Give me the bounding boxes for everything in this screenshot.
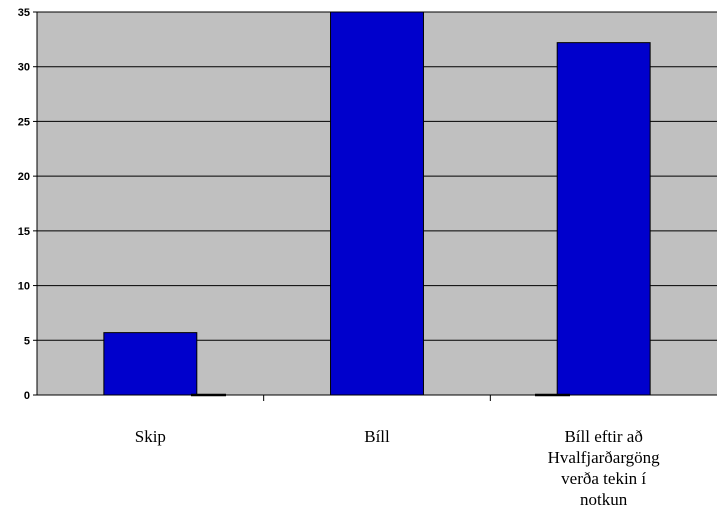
y-tick-label: 5 (24, 335, 30, 347)
y-axis-ticks: 0 5 10 15 20 25 30 35 (18, 7, 37, 402)
x-tick-label: Bíll (364, 427, 390, 446)
x-tick-label: verða tekin í (561, 469, 646, 488)
y-tick-label: 15 (18, 226, 30, 238)
x-tick-label: Hvalfjarðargöng (548, 448, 661, 467)
y-tick-label: 0 (24, 390, 30, 402)
x-axis-ticks: Skip Bíll Bíll eftir að Hvalfjarðargöng verð… (135, 395, 660, 509)
bar (556, 42, 651, 396)
y-tick-label: 30 (18, 62, 30, 74)
y-tick-label: 25 (18, 116, 30, 128)
y-tick-label: 35 (18, 7, 30, 19)
bar (330, 11, 424, 396)
x-tick-label: Skip (135, 427, 166, 446)
bar (103, 332, 198, 396)
axes (36, 12, 717, 397)
y-tick-label: 20 (18, 171, 30, 183)
x-tick-label: Bíll eftir að (564, 427, 642, 446)
x-tick-label: notkun (580, 490, 628, 509)
y-tick-label: 10 (18, 281, 30, 293)
